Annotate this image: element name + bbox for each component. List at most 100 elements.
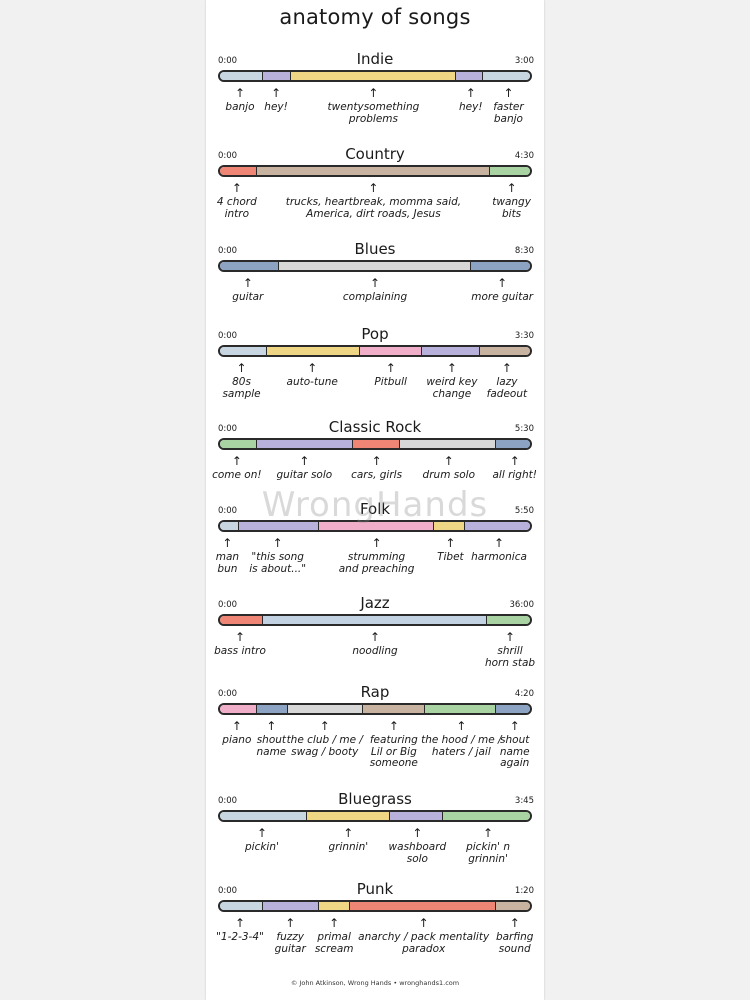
start-time: 0:00 bbox=[218, 331, 238, 341]
segment-label: cars, girls bbox=[351, 469, 403, 481]
timeline-segment bbox=[263, 902, 320, 910]
segment-label: featuring Lil or Big someone bbox=[369, 734, 418, 769]
end-time: 3:45 bbox=[514, 796, 534, 806]
start-time: 0:00 bbox=[218, 796, 238, 806]
genre-title: Pop bbox=[361, 325, 389, 343]
timeline-segment bbox=[421, 347, 481, 355]
up-arrow-icon: ↑ bbox=[445, 536, 456, 550]
segment-label: "1-2-3-4" bbox=[216, 931, 264, 943]
up-arrow-icon: ↑ bbox=[256, 826, 268, 840]
timeline-segment bbox=[257, 167, 490, 175]
segment-label: the club / me / swag / booty bbox=[286, 734, 363, 758]
up-arrow-icon: ↑ bbox=[231, 719, 242, 733]
start-time: 0:00 bbox=[218, 151, 238, 161]
timeline-segment bbox=[306, 812, 391, 820]
up-arrow-icon: ↑ bbox=[456, 719, 467, 733]
up-arrow-icon: ↑ bbox=[266, 719, 277, 733]
up-arrow-icon: ↑ bbox=[497, 276, 508, 290]
segment-label: weird key change bbox=[426, 376, 478, 400]
segment-label: lazy fadeout bbox=[486, 376, 528, 400]
timeline-segment bbox=[443, 812, 530, 820]
up-arrow-icon: ↑ bbox=[299, 454, 310, 468]
segment-label: the hood / me / haters / jail bbox=[421, 734, 502, 758]
segment-label: bass intro bbox=[214, 645, 266, 657]
segment-label: trucks, heartbreak, momma said, America,… bbox=[285, 196, 462, 220]
start-time: 0:00 bbox=[218, 56, 238, 66]
end-time: 3:00 bbox=[514, 56, 534, 66]
up-arrow-icon: ↑ bbox=[509, 719, 520, 733]
segment-label: auto-tune bbox=[286, 376, 338, 388]
segment-label: 4 chord intro bbox=[216, 196, 257, 220]
segment-label: grinnin' bbox=[328, 841, 369, 853]
up-arrow-icon: ↑ bbox=[465, 86, 476, 100]
segment-label: complaining bbox=[342, 291, 408, 303]
timeline-segment bbox=[399, 440, 496, 448]
song-timeline-bar bbox=[218, 520, 532, 532]
start-time: 0:00 bbox=[218, 506, 238, 516]
song-timeline-bar bbox=[218, 345, 532, 357]
up-arrow-icon: ↑ bbox=[343, 826, 354, 840]
segment-label: banjo bbox=[225, 101, 255, 113]
timeline-segment bbox=[489, 167, 530, 175]
segment-label: twangy bits bbox=[492, 196, 531, 220]
end-time: 5:30 bbox=[514, 424, 534, 434]
song-timeline-bar bbox=[218, 70, 532, 82]
up-arrow-icon: ↑ bbox=[505, 630, 516, 644]
timeline-segment bbox=[495, 705, 530, 713]
segment-label: pickin' n grinnin' bbox=[466, 841, 510, 865]
timeline-segment bbox=[220, 902, 264, 910]
segment-label: piano bbox=[222, 734, 252, 746]
up-arrow-icon: ↑ bbox=[234, 630, 246, 644]
timeline-segment bbox=[263, 72, 292, 80]
up-arrow-icon: ↑ bbox=[271, 86, 282, 100]
up-arrow-icon: ↑ bbox=[418, 916, 429, 930]
song-timeline-bar bbox=[218, 810, 532, 822]
timeline-segment bbox=[220, 812, 307, 820]
up-arrow-icon: ↑ bbox=[501, 361, 512, 375]
up-arrow-icon: ↑ bbox=[236, 361, 247, 375]
genre-title: Blues bbox=[354, 240, 396, 258]
timeline-segment bbox=[483, 72, 530, 80]
timeline-segment bbox=[353, 440, 400, 448]
up-arrow-icon: ↑ bbox=[242, 276, 253, 290]
up-arrow-icon: ↑ bbox=[234, 916, 246, 930]
song-timeline-bar bbox=[218, 438, 532, 450]
timeline-segment bbox=[319, 522, 434, 530]
timeline-segment bbox=[220, 262, 279, 270]
genre-title: Bluegrass bbox=[338, 790, 412, 808]
segment-label: fuzzy guitar bbox=[274, 931, 306, 955]
genre-title: Country bbox=[345, 145, 405, 163]
timeline-segment bbox=[486, 616, 530, 624]
segment-label: shout name again bbox=[499, 734, 530, 769]
timeline-segment bbox=[390, 812, 444, 820]
segment-label: harmonica bbox=[471, 551, 527, 563]
up-arrow-icon: ↑ bbox=[272, 536, 283, 550]
up-arrow-icon: ↑ bbox=[494, 536, 505, 550]
up-arrow-icon: ↑ bbox=[234, 86, 246, 100]
segment-label: Pitbull bbox=[374, 376, 407, 388]
up-arrow-icon: ↑ bbox=[385, 361, 396, 375]
segment-label: hey! bbox=[264, 101, 288, 113]
page-title: anatomy of songs bbox=[279, 5, 471, 29]
song-timeline-bar bbox=[218, 703, 532, 715]
up-arrow-icon: ↑ bbox=[231, 181, 242, 195]
genre-title: Folk bbox=[359, 500, 391, 518]
song-timeline-bar bbox=[218, 165, 532, 177]
timeline-segment bbox=[220, 440, 258, 448]
segment-label: guitar bbox=[232, 291, 264, 303]
up-arrow-icon: ↑ bbox=[222, 536, 233, 550]
credit-line: © John Atkinson, Wrong Hands • wronghand… bbox=[290, 979, 460, 987]
up-arrow-icon: ↑ bbox=[412, 826, 423, 840]
timeline-segment bbox=[238, 522, 320, 530]
segment-label: faster banjo bbox=[493, 101, 524, 125]
segment-label: washboard solo bbox=[388, 841, 447, 865]
timeline-segment bbox=[220, 705, 258, 713]
timeline-segment bbox=[220, 522, 239, 530]
up-arrow-icon: ↑ bbox=[329, 916, 340, 930]
timeline-segment bbox=[471, 262, 530, 270]
up-arrow-icon: ↑ bbox=[506, 181, 517, 195]
timeline-segment bbox=[266, 347, 360, 355]
segment-label: noodling bbox=[352, 645, 398, 657]
timeline-segment bbox=[220, 167, 258, 175]
timeline-segment bbox=[480, 347, 530, 355]
